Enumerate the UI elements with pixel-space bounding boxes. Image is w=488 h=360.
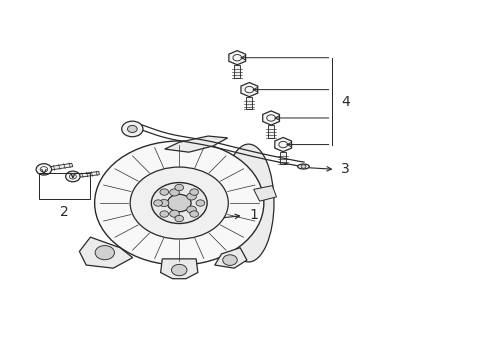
Circle shape xyxy=(169,189,179,196)
Circle shape xyxy=(122,121,142,137)
Circle shape xyxy=(159,199,168,207)
Polygon shape xyxy=(164,136,227,152)
Circle shape xyxy=(95,246,114,260)
Circle shape xyxy=(175,184,183,191)
Circle shape xyxy=(169,210,179,217)
Circle shape xyxy=(151,183,207,224)
Circle shape xyxy=(189,189,198,195)
Circle shape xyxy=(153,200,162,206)
Polygon shape xyxy=(228,51,245,65)
Text: 4: 4 xyxy=(341,95,349,109)
Circle shape xyxy=(160,211,168,217)
Polygon shape xyxy=(51,163,73,170)
Circle shape xyxy=(171,264,186,276)
Polygon shape xyxy=(253,186,276,201)
Circle shape xyxy=(167,194,191,212)
Polygon shape xyxy=(79,237,132,268)
Circle shape xyxy=(65,171,80,182)
Circle shape xyxy=(160,189,168,195)
Circle shape xyxy=(186,206,196,213)
Circle shape xyxy=(95,141,264,265)
FancyBboxPatch shape xyxy=(246,97,252,109)
Circle shape xyxy=(127,125,137,132)
Ellipse shape xyxy=(297,164,308,169)
Circle shape xyxy=(36,164,52,175)
Polygon shape xyxy=(80,171,99,177)
Polygon shape xyxy=(214,248,246,268)
Polygon shape xyxy=(160,259,198,279)
Circle shape xyxy=(189,211,198,217)
Text: 2: 2 xyxy=(60,205,69,219)
Polygon shape xyxy=(241,82,257,97)
Circle shape xyxy=(196,200,204,206)
FancyBboxPatch shape xyxy=(267,125,274,138)
Polygon shape xyxy=(274,138,291,152)
FancyBboxPatch shape xyxy=(234,65,240,77)
Text: 1: 1 xyxy=(249,208,258,222)
Circle shape xyxy=(301,165,305,168)
Ellipse shape xyxy=(223,144,273,262)
Circle shape xyxy=(186,193,196,200)
Polygon shape xyxy=(262,111,279,125)
Circle shape xyxy=(130,167,228,239)
Circle shape xyxy=(223,255,237,265)
FancyBboxPatch shape xyxy=(280,152,285,165)
Text: 3: 3 xyxy=(341,162,349,176)
Circle shape xyxy=(175,215,183,222)
